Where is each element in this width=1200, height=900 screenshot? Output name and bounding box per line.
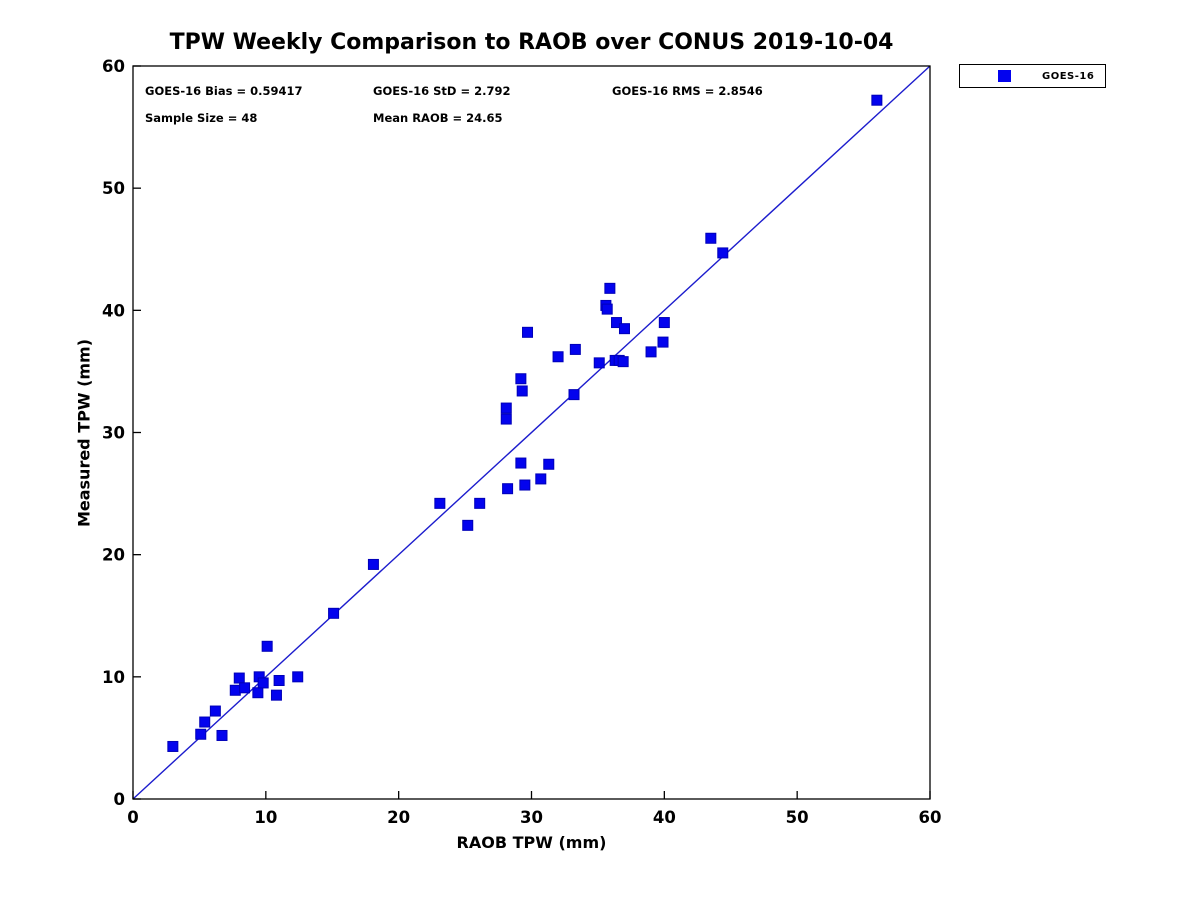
legend-marker-goes16-icon bbox=[998, 70, 1011, 82]
data-point bbox=[252, 687, 264, 699]
stat-sample-size: Sample Size = 48 bbox=[145, 111, 258, 125]
data-point bbox=[462, 519, 474, 531]
x-tick-label: 10 bbox=[254, 808, 277, 827]
data-point bbox=[522, 326, 534, 338]
x-tick-label: 50 bbox=[786, 808, 809, 827]
data-point bbox=[535, 473, 547, 485]
data-point bbox=[617, 356, 629, 368]
data-point bbox=[601, 303, 613, 315]
y-tick-label: 10 bbox=[102, 668, 125, 687]
legend: GOES-16 bbox=[959, 64, 1106, 88]
x-axis-label: RAOB TPW (mm) bbox=[456, 833, 607, 852]
data-point bbox=[871, 94, 883, 106]
stat-rms: GOES-16 RMS = 2.8546 bbox=[612, 84, 763, 98]
data-point bbox=[257, 677, 269, 689]
data-point bbox=[515, 457, 527, 469]
data-point bbox=[167, 740, 179, 752]
data-point bbox=[500, 402, 512, 414]
data-point bbox=[593, 357, 605, 369]
x-tick-label: 30 bbox=[520, 808, 543, 827]
data-point bbox=[270, 689, 282, 701]
data-point bbox=[569, 343, 581, 355]
data-point bbox=[611, 317, 623, 329]
data-point bbox=[658, 317, 670, 329]
data-point bbox=[261, 640, 273, 652]
y-axis-label: Measured TPW (mm) bbox=[74, 338, 94, 528]
x-tick-label: 20 bbox=[387, 808, 410, 827]
data-point bbox=[500, 413, 512, 425]
x-tick-label: 0 bbox=[127, 808, 138, 827]
data-point bbox=[516, 385, 528, 397]
y-tick-label: 20 bbox=[102, 546, 125, 565]
data-point bbox=[568, 389, 580, 401]
data-point bbox=[717, 247, 729, 259]
data-point bbox=[273, 674, 285, 686]
data-point bbox=[502, 483, 514, 495]
data-point bbox=[543, 458, 555, 470]
x-tick-label: 40 bbox=[653, 808, 676, 827]
data-point bbox=[705, 232, 717, 244]
y-tick-label: 60 bbox=[102, 57, 125, 76]
data-point bbox=[434, 497, 446, 509]
data-point bbox=[239, 682, 251, 694]
stat-std: GOES-16 StD = 2.792 bbox=[373, 84, 511, 98]
data-point bbox=[216, 729, 228, 741]
data-point bbox=[515, 373, 527, 385]
data-point bbox=[645, 346, 657, 358]
y-tick-label: 0 bbox=[114, 790, 125, 809]
chart-title: TPW Weekly Comparison to RAOB over CONUS… bbox=[169, 30, 894, 55]
data-point bbox=[618, 323, 630, 335]
data-point bbox=[657, 336, 669, 348]
data-point bbox=[209, 705, 221, 717]
data-point bbox=[367, 558, 379, 570]
data-point bbox=[552, 351, 564, 363]
data-point bbox=[328, 607, 340, 619]
legend-label-goes16: GOES-16 bbox=[1042, 70, 1095, 82]
data-point bbox=[474, 497, 486, 509]
stat-mean-raob: Mean RAOB = 24.65 bbox=[373, 111, 503, 125]
data-point bbox=[604, 282, 616, 294]
data-point bbox=[519, 479, 531, 491]
identity-line bbox=[132, 65, 931, 800]
data-point bbox=[292, 671, 304, 683]
y-tick-label: 40 bbox=[102, 301, 125, 320]
data-point bbox=[199, 716, 211, 728]
data-point bbox=[229, 684, 241, 696]
data-point bbox=[233, 672, 245, 684]
y-tick-label: 30 bbox=[102, 424, 125, 443]
data-point bbox=[195, 728, 207, 740]
x-tick-label: 60 bbox=[919, 808, 942, 827]
stat-bias: GOES-16 Bias = 0.59417 bbox=[145, 84, 303, 98]
y-tick-label: 50 bbox=[102, 179, 125, 198]
